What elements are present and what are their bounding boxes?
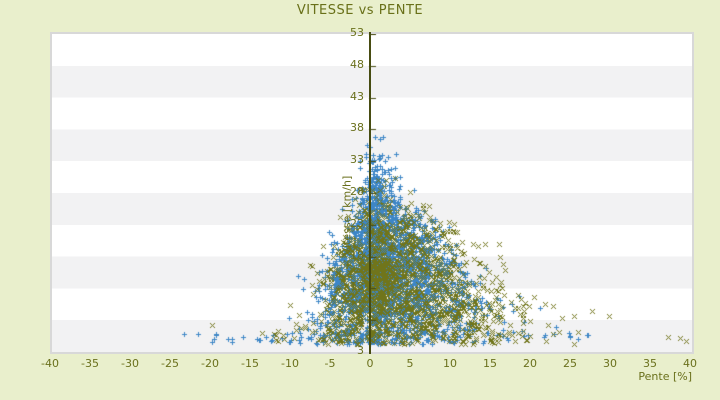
x-tick-label: -15 xyxy=(241,357,259,370)
y-tick-label: 43 xyxy=(350,89,364,103)
x-tick-label: 20 xyxy=(523,357,537,370)
x-tick-label: 25 xyxy=(563,357,577,370)
y-tick-label: 28 xyxy=(350,185,364,198)
x-tick-label: 5 xyxy=(406,357,414,370)
x-tick-label: -40 xyxy=(41,357,59,370)
scatter-canvas xyxy=(52,34,692,352)
x-axis-label: Pente [%] xyxy=(638,370,692,383)
chart-title: VITESSE vs PENTE xyxy=(296,3,424,18)
x-tick-label: 35 xyxy=(643,357,657,370)
x-tick-label: -5 xyxy=(324,357,336,370)
x-tick-label: -30 xyxy=(121,357,139,370)
zero-axis-line xyxy=(369,32,371,354)
x-tick-label: -20 xyxy=(201,357,219,370)
y-tick-label: 13 xyxy=(350,280,364,294)
y-tick-label: 38 xyxy=(350,121,364,135)
y-axis-label: Vitesse [km/h] xyxy=(340,175,354,256)
y-tick-label: 53 xyxy=(350,26,364,39)
x-tick-label: -10 xyxy=(281,357,299,370)
x-tick-label: 15 xyxy=(483,357,497,370)
x-tick-label: -25 xyxy=(161,357,179,370)
y-tick-label: 48 xyxy=(350,57,364,71)
y-tick-label: 3 xyxy=(357,344,364,357)
x-tick-label: 10 xyxy=(443,357,457,370)
y-tick-label: 33 xyxy=(350,153,364,167)
y-tick-label: 18 xyxy=(350,248,364,262)
y-tick-label: 8 xyxy=(357,312,364,326)
plot-area xyxy=(50,32,694,354)
x-tick-label: 40 xyxy=(683,357,697,370)
x-tick-label: 0 xyxy=(366,357,374,370)
x-tick-label: 30 xyxy=(603,357,617,370)
y-tick-label: 23 xyxy=(350,216,364,230)
x-tick-label: -35 xyxy=(81,357,99,370)
